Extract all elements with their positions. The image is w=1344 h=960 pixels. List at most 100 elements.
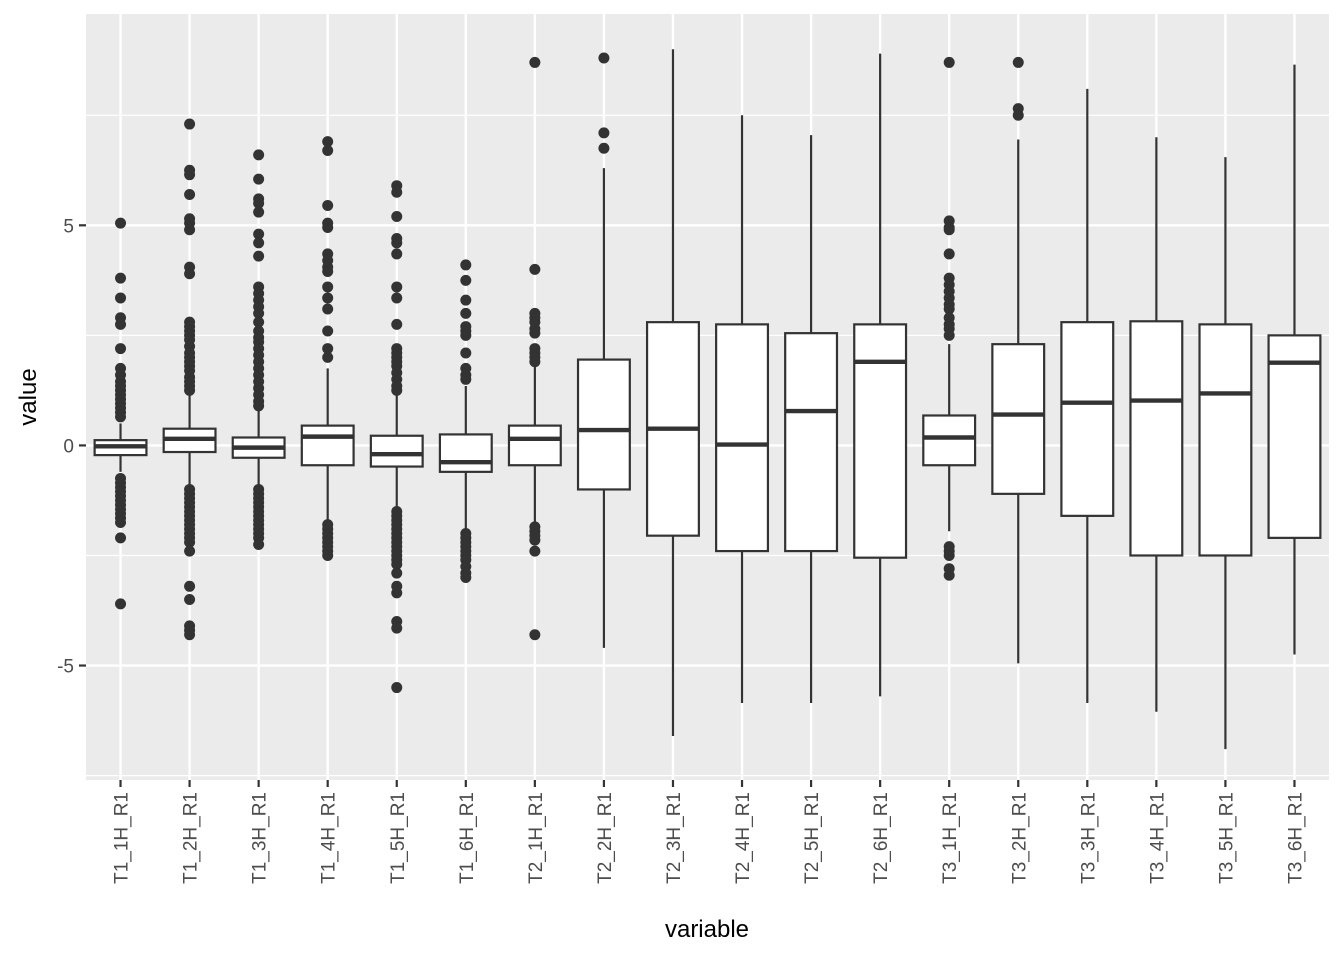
outlier-point [391, 587, 403, 599]
box-iqr [1060, 321, 1115, 517]
x-tick-label: T2_6H_R1 [871, 792, 892, 884]
outlier-point [943, 248, 955, 260]
outlier-point [184, 169, 196, 181]
outlier-point [184, 580, 196, 592]
x-tick-label: T3_5H_R1 [1216, 792, 1237, 884]
grid-minor [86, 114, 1329, 777]
outlier-point [322, 303, 334, 315]
box-group [715, 115, 770, 703]
outlier-point [322, 144, 334, 156]
outlier-point [253, 237, 265, 249]
outlier-point [184, 594, 196, 606]
x-tick-label: T1_5H_R1 [388, 792, 409, 884]
outlier-point [529, 356, 541, 368]
outlier-point [322, 292, 334, 304]
x-tick-label: T1_1H_R1 [112, 792, 133, 884]
outlier-point [943, 549, 955, 561]
box-iqr [1129, 320, 1184, 557]
outlier-point [391, 682, 403, 694]
box-group [93, 217, 148, 610]
outlier-point [115, 516, 127, 528]
outlier-point [1012, 109, 1024, 121]
x-tick-label: T2_4H_R1 [733, 792, 754, 884]
outlier-point [322, 343, 334, 355]
outlier-point [184, 545, 196, 557]
box-group [1198, 157, 1253, 750]
box-iqr [784, 332, 839, 553]
outlier-point [184, 536, 196, 548]
box-group [784, 135, 839, 703]
outlier-point [253, 250, 265, 262]
outlier-point [322, 325, 334, 337]
outlier-point [253, 206, 265, 218]
x-tick-label: T1_4H_R1 [319, 792, 340, 884]
outlier-point [322, 136, 334, 148]
plot-panel [86, 14, 1329, 780]
outlier-point [943, 569, 955, 581]
box-group [645, 49, 700, 736]
box-group [438, 259, 493, 583]
outlier-point [391, 384, 403, 396]
outlier-point [529, 327, 541, 339]
outlier-point [115, 292, 127, 304]
outlier-point [460, 294, 472, 306]
box-group [369, 180, 424, 694]
outlier-point [460, 571, 472, 583]
outlier-point [184, 629, 196, 641]
box-group [231, 149, 286, 550]
outlier-point [529, 534, 541, 546]
outlier-point [322, 281, 334, 293]
outlier-point [115, 411, 127, 423]
outlier-point [529, 56, 541, 68]
outlier-point [253, 228, 265, 240]
box-iqr [853, 323, 908, 559]
box-group [507, 56, 562, 641]
box-iqr [715, 323, 770, 553]
outlier-point [460, 274, 472, 286]
x-axis-title: variable [665, 916, 749, 943]
outlier-point [391, 558, 403, 570]
box-group [300, 136, 355, 561]
box-iqr [438, 433, 493, 473]
outlier-point [943, 303, 955, 315]
box-iqr [991, 343, 1046, 495]
outlier-point [460, 347, 472, 359]
x-tick-label: T2_3H_R1 [664, 792, 685, 884]
box-iqr [300, 424, 355, 467]
outlier-point [115, 343, 127, 355]
x-tick-label: T3_6H_R1 [1285, 792, 1306, 884]
box-group [162, 118, 217, 641]
outlier-point [391, 211, 403, 223]
x-tick-label: T3_3H_R1 [1078, 792, 1099, 884]
x-axis: T1_1H_R1 T1_2H_R1 T1_3H_R1 T1_4H_R1 T1_5H_R1… [112, 780, 1306, 884]
outlier-point [322, 222, 334, 234]
outlier-point [391, 186, 403, 198]
outlier-point [943, 224, 955, 236]
x-tick-label: T1_6H_R1 [457, 792, 478, 884]
outlier-point [253, 538, 265, 550]
outlier-point [598, 52, 610, 64]
box-group [1129, 137, 1184, 712]
x-tick-label: T1_3H_R1 [250, 792, 271, 884]
outlier-point [460, 259, 472, 271]
y-tick-label: -5 [57, 657, 74, 678]
outlier-point [253, 316, 265, 328]
outlier-point [115, 318, 127, 330]
outlier-point [184, 188, 196, 200]
outlier-point [598, 142, 610, 154]
outlier-point [184, 224, 196, 236]
outlier-point [460, 307, 472, 319]
box-group [1060, 88, 1115, 703]
outlier-point [253, 197, 265, 209]
outlier-point [253, 400, 265, 412]
outlier-point [391, 281, 403, 293]
outlier-point [391, 622, 403, 634]
outlier-point [391, 237, 403, 249]
outlier-point [391, 567, 403, 579]
x-tick-label: T2_2H_R1 [595, 792, 616, 884]
outlier-point [253, 149, 265, 161]
x-tick-label: T1_2H_R1 [181, 792, 202, 884]
outlier-point [184, 384, 196, 396]
outlier-point [322, 200, 334, 211]
